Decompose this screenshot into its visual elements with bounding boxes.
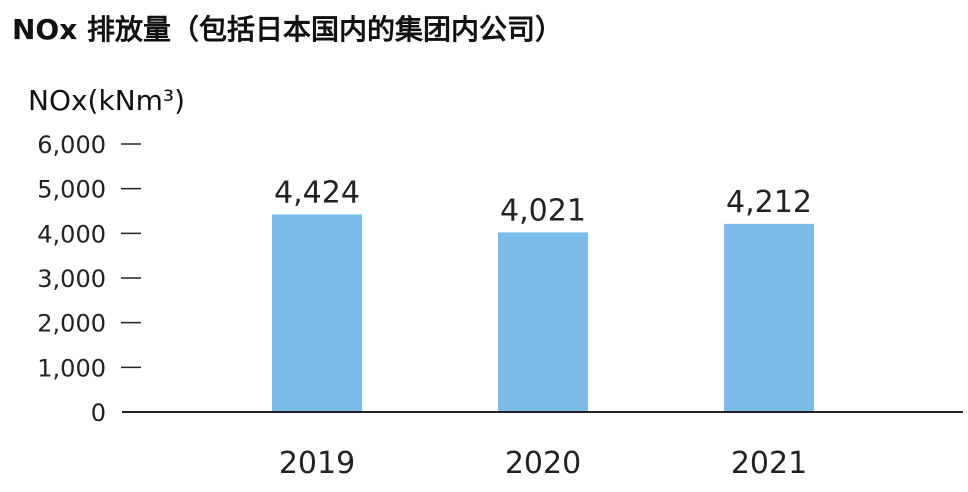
x-tick-label: 2019 xyxy=(279,446,355,481)
value-label: 4,212 xyxy=(726,185,812,220)
y-tick-label: 5,000 xyxy=(37,176,106,204)
x-tick-label: 2021 xyxy=(731,446,807,481)
value-label: 4,424 xyxy=(274,175,360,210)
page-title: NOx 排放量（包括日本国内的集团内公司） xyxy=(12,13,564,46)
bar-2021 xyxy=(724,223,814,412)
y-tick-label: 0 xyxy=(91,399,106,427)
y-tick-label: 2,000 xyxy=(37,310,106,338)
value-labels: 4,424 4,021 4,212 xyxy=(274,175,812,228)
bar-2020 xyxy=(498,232,588,412)
y-tick-label: 4,000 xyxy=(37,220,106,248)
x-tick-label: 2020 xyxy=(505,446,581,481)
y-tick-label: 6,000 xyxy=(37,131,106,159)
y-axis-label: NOx(kNm³) xyxy=(28,84,185,117)
bars xyxy=(272,214,814,412)
value-label: 4,021 xyxy=(500,193,586,228)
x-tick-labels: 2019 2020 2021 xyxy=(279,446,807,481)
y-ticks: 0 1,000 2,000 3,000 4,000 5,000 6,000 xyxy=(37,131,141,427)
y-tick-label: 3,000 xyxy=(37,265,106,293)
y-tick-label: 1,000 xyxy=(37,354,106,382)
bar-2019 xyxy=(272,214,362,412)
